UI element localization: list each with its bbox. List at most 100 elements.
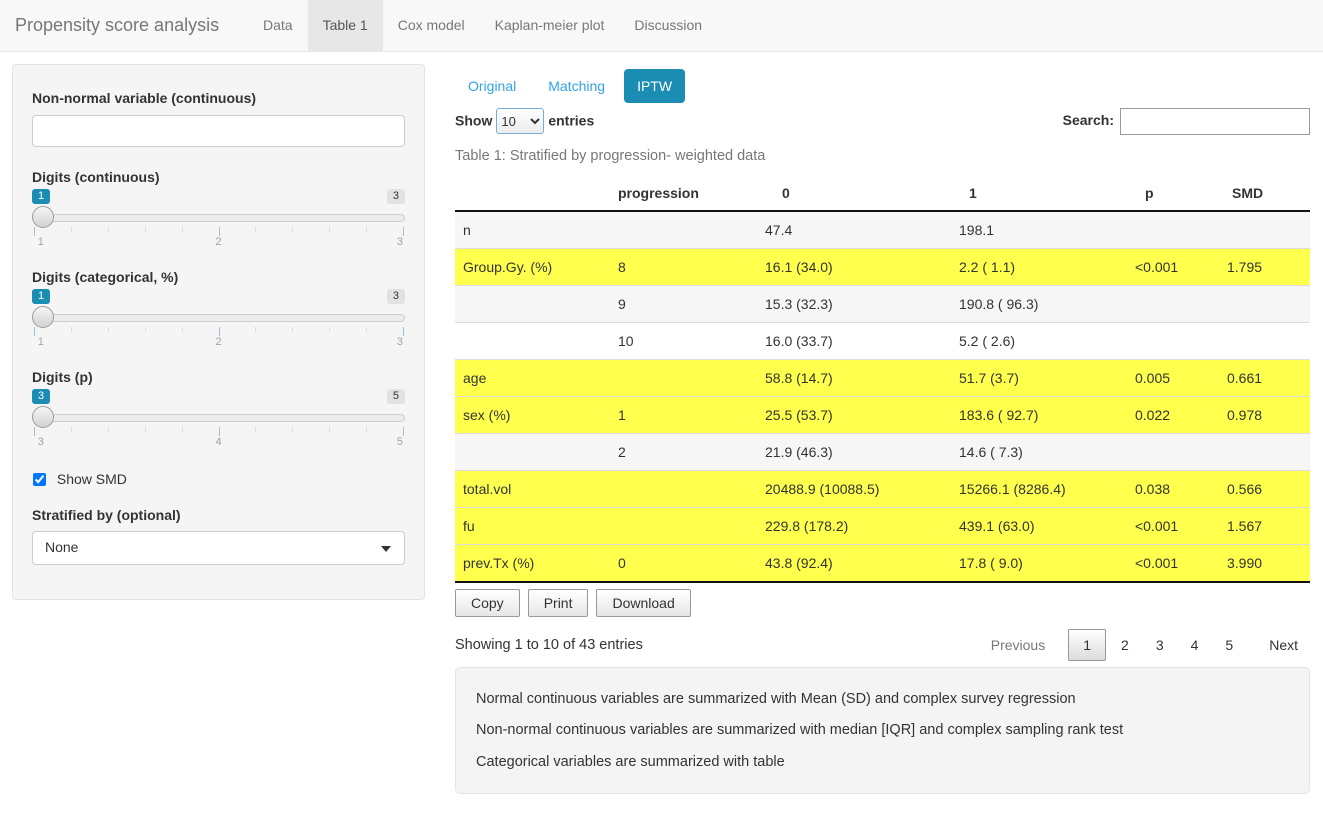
table-cell: 190.8 ( 96.3)	[951, 285, 1127, 323]
table-cell: 10	[610, 322, 757, 360]
table-cell	[1127, 211, 1219, 249]
slider-handle[interactable]	[32, 206, 54, 228]
show-smd-checkbox[interactable]	[33, 473, 46, 486]
table-cell: 58.8 (14.7)	[757, 359, 951, 397]
table1: progression 0 1 p SMD n 47.4 198.1 Group.Gy. (%…	[455, 176, 1310, 583]
search-input[interactable]	[1120, 107, 1310, 135]
table-caption: Table 1: Stratified by progression- weig…	[455, 148, 766, 164]
table-cell: 16.0 (33.7)	[757, 322, 951, 360]
slider-tick	[34, 227, 35, 236]
slider-grid: 3 4 5	[34, 427, 404, 448]
next-page-button[interactable]: Next	[1269, 637, 1298, 653]
page-button-5[interactable]: 5	[1225, 637, 1234, 653]
slider-tick-label: 1	[37, 336, 44, 348]
previous-page-button[interactable]: Previous	[990, 637, 1046, 653]
table-cell: n	[455, 211, 610, 249]
footnote-line: Categorical variables are summarized wit…	[476, 753, 785, 770]
table-cell: 47.4	[757, 211, 951, 249]
stratified-by-select[interactable]: None	[32, 531, 405, 565]
result-tabs: Original Matching IPTW	[455, 69, 1310, 104]
page-length-select[interactable]: 10	[496, 108, 545, 134]
stratified-by-label: Stratified by (optional)	[32, 507, 181, 523]
navbar-tabs: Data Table 1 Cox model Kaplan-meier plot Dis…	[248, 0, 717, 51]
slider-control[interactable]: 1 3 1 2 3	[32, 189, 405, 248]
slider-max-badge: 3	[386, 189, 405, 204]
table-cell: 0.038	[1127, 470, 1219, 508]
sidebar: Non-normal variable (continuous) Digits …	[12, 64, 425, 600]
page-button-1[interactable]: 1	[1068, 629, 1107, 661]
table-cell: 0.005	[1127, 359, 1219, 397]
nav-tab-data[interactable]: Data	[248, 0, 308, 51]
page-button-4[interactable]: 4	[1190, 637, 1199, 653]
table-row: age 58.8 (14.7) 51.7 (3.7) 0.005 0.661	[455, 359, 1310, 397]
slider-tick-label: 3	[37, 436, 44, 448]
table-cell: 2.2 ( 1.1)	[951, 248, 1127, 286]
nav-tab-kaplan-meier-plot[interactable]: Kaplan-meier plot	[480, 0, 620, 51]
table-cell: 14.6 ( 7.3)	[951, 433, 1127, 471]
slider-tick	[329, 427, 331, 432]
table-cell	[610, 470, 757, 508]
navbar: Propensity score analysis Data Table 1 Cox…	[0, 0, 1323, 52]
slider-tick	[292, 427, 294, 432]
copy-button[interactable]: Copy	[455, 589, 520, 617]
page-button-3[interactable]: 3	[1155, 637, 1164, 653]
table-cell: <0.001	[1127, 507, 1219, 545]
table-cell	[455, 433, 610, 471]
slider-track[interactable]	[32, 314, 405, 322]
slider-max-badge: 3	[386, 289, 405, 304]
slider-tick	[292, 227, 294, 232]
nav-tab-discussion[interactable]: Discussion	[619, 0, 717, 51]
slider-track[interactable]	[32, 214, 405, 222]
slider-max-badge: 5	[386, 389, 405, 404]
slider-tick	[70, 327, 72, 332]
show-smd-label: Show SMD	[56, 471, 127, 487]
slider-track[interactable]	[32, 414, 405, 422]
table-row: prev.Tx (%) 0 43.8 (92.4) 17.8 ( 9.0) <0.001…	[455, 544, 1310, 583]
slider-digits-categorical: Digits (categorical, %) 1 3 1 2 3	[32, 269, 405, 348]
show-smd-option[interactable]: Show SMD	[32, 471, 405, 487]
slider-tick	[255, 327, 257, 332]
table-cell: 198.1	[951, 211, 1127, 249]
slider-tick	[181, 327, 183, 332]
slider-value-badge: 1	[32, 189, 51, 204]
tab-label: Matching	[548, 78, 606, 94]
slider-control[interactable]: 3 5 3 4 5	[32, 389, 405, 448]
slider-tick	[218, 427, 220, 436]
slider-handle[interactable]	[32, 406, 54, 428]
slider-tick-label: 2	[215, 236, 222, 248]
column-header-rowname	[455, 176, 610, 212]
table-cell: sex (%)	[455, 396, 610, 434]
table-cell: 0.566	[1219, 470, 1310, 508]
table-body: n 47.4 198.1 Group.Gy. (%) 8 16.1 (34.0) 2.2 (…	[455, 211, 1310, 583]
app-title: Propensity score analysis	[15, 15, 220, 35]
page-button-2[interactable]: 2	[1121, 637, 1129, 653]
table-row: fu 229.8 (178.2) 439.1 (63.0) <0.001 1.567	[455, 507, 1310, 545]
slider-control[interactable]: 1 3 1 2 3	[32, 289, 405, 348]
nav-tab-cox-model[interactable]: Cox model	[383, 0, 480, 51]
tab-matching[interactable]: Matching	[535, 69, 618, 103]
slider-handle[interactable]	[32, 306, 54, 328]
tab-iptw[interactable]: IPTW	[624, 69, 686, 103]
table-cell	[1219, 211, 1310, 249]
table-cell: 5.2 ( 2.6)	[951, 322, 1127, 360]
slider-tick	[70, 427, 72, 432]
footnotes: Normal continuous variables are summariz…	[455, 667, 1310, 795]
table-cell: 229.8 (178.2)	[757, 507, 951, 545]
slider-tick	[255, 427, 257, 432]
table-cell: 15266.1 (8286.4)	[951, 470, 1127, 508]
nav-tab-label: Table 1	[322, 17, 368, 33]
table-cell	[1219, 433, 1310, 471]
column-header-1: 1	[951, 176, 1127, 212]
print-button[interactable]: Print	[527, 589, 589, 617]
slider-tick	[292, 327, 294, 332]
nav-tab-table-1[interactable]: Table 1	[307, 0, 383, 51]
download-button[interactable]: Download	[596, 589, 691, 617]
table-cell: 3.990	[1219, 544, 1310, 583]
slider-tick-label: 1	[37, 236, 44, 248]
nonnormal-variable-input[interactable]	[32, 115, 405, 147]
table-cell	[455, 322, 610, 360]
search-control: Search:	[1063, 107, 1310, 135]
show-label: Show	[455, 112, 493, 129]
tab-original[interactable]: Original	[455, 69, 529, 103]
slider-tick	[34, 327, 35, 336]
